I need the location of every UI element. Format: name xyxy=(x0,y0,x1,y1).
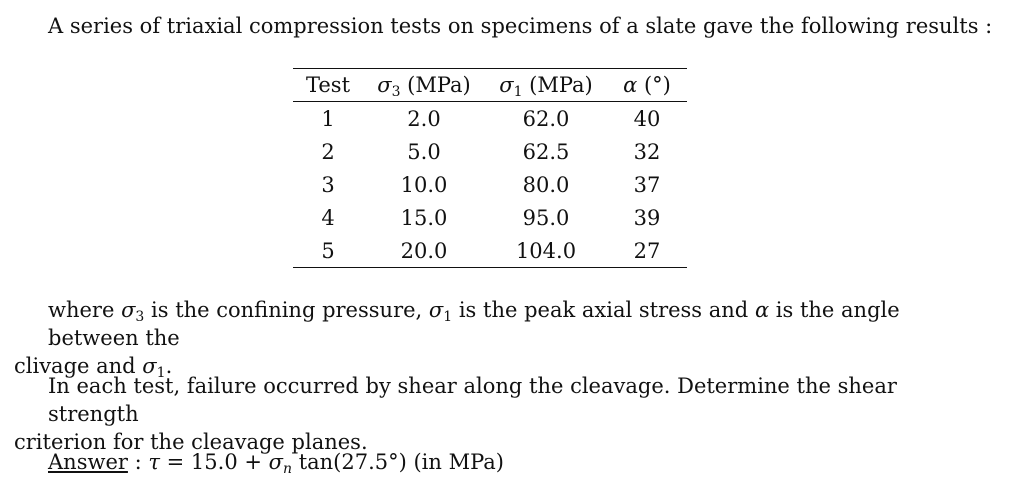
cell-sigma3: 10.0 xyxy=(400,172,448,197)
table-row: 3 10.0 80.0 37 xyxy=(293,168,687,201)
header-sigma3: σ3 (MPa) xyxy=(377,73,471,100)
cell-test: 2 xyxy=(321,139,335,164)
cell-sigma1: 62.0 xyxy=(522,106,570,131)
cell-sigma3: 15.0 xyxy=(400,205,448,230)
cell-alpha: 40 xyxy=(633,106,661,131)
cell-alpha: 39 xyxy=(633,205,661,230)
header-test: Test xyxy=(305,73,351,97)
table-header-row: Test σ3 (MPa) σ1 (MPa) α (°) xyxy=(293,68,687,102)
cell-sigma1: 104.0 xyxy=(515,238,577,263)
cell-alpha: 37 xyxy=(633,172,661,197)
table-row: 4 15.0 95.0 39 xyxy=(293,201,687,234)
cell-sigma1: 95.0 xyxy=(522,205,570,230)
answer-line: Answer : τ = 15.0 + σn tan(27.5°) (in MP… xyxy=(48,450,505,477)
cell-sigma1: 62.5 xyxy=(522,139,570,164)
cell-test: 5 xyxy=(321,238,335,263)
cell-sigma3: 20.0 xyxy=(400,238,448,263)
table-row: 2 5.0 62.5 32 xyxy=(293,135,687,168)
cell-sigma1: 80.0 xyxy=(522,172,570,197)
intro-text: A series of triaxial compression tests o… xyxy=(48,14,993,38)
cell-alpha: 32 xyxy=(633,139,661,164)
definitions-paragraph: where σ3 is the confining pressure, σ1 i… xyxy=(14,298,900,381)
header-alpha: α (°) xyxy=(623,73,671,97)
cell-test: 3 xyxy=(321,172,335,197)
cell-sigma3: 5.0 xyxy=(407,139,441,164)
results-table: Test σ3 (MPa) σ1 (MPa) α (°) 1 2.0 62.0 … xyxy=(293,68,687,268)
task-paragraph: In each test, failure occurred by shear … xyxy=(14,374,897,454)
cell-alpha: 27 xyxy=(633,238,661,263)
cell-test: 1 xyxy=(321,106,335,131)
header-sigma1: σ1 (MPa) xyxy=(499,73,593,100)
table-row: 5 20.0 104.0 27 xyxy=(293,234,687,268)
cell-test: 4 xyxy=(321,205,335,230)
answer-label: Answer xyxy=(48,450,128,474)
table-row: 1 2.0 62.0 40 xyxy=(293,102,687,136)
cell-sigma3: 2.0 xyxy=(407,106,441,131)
